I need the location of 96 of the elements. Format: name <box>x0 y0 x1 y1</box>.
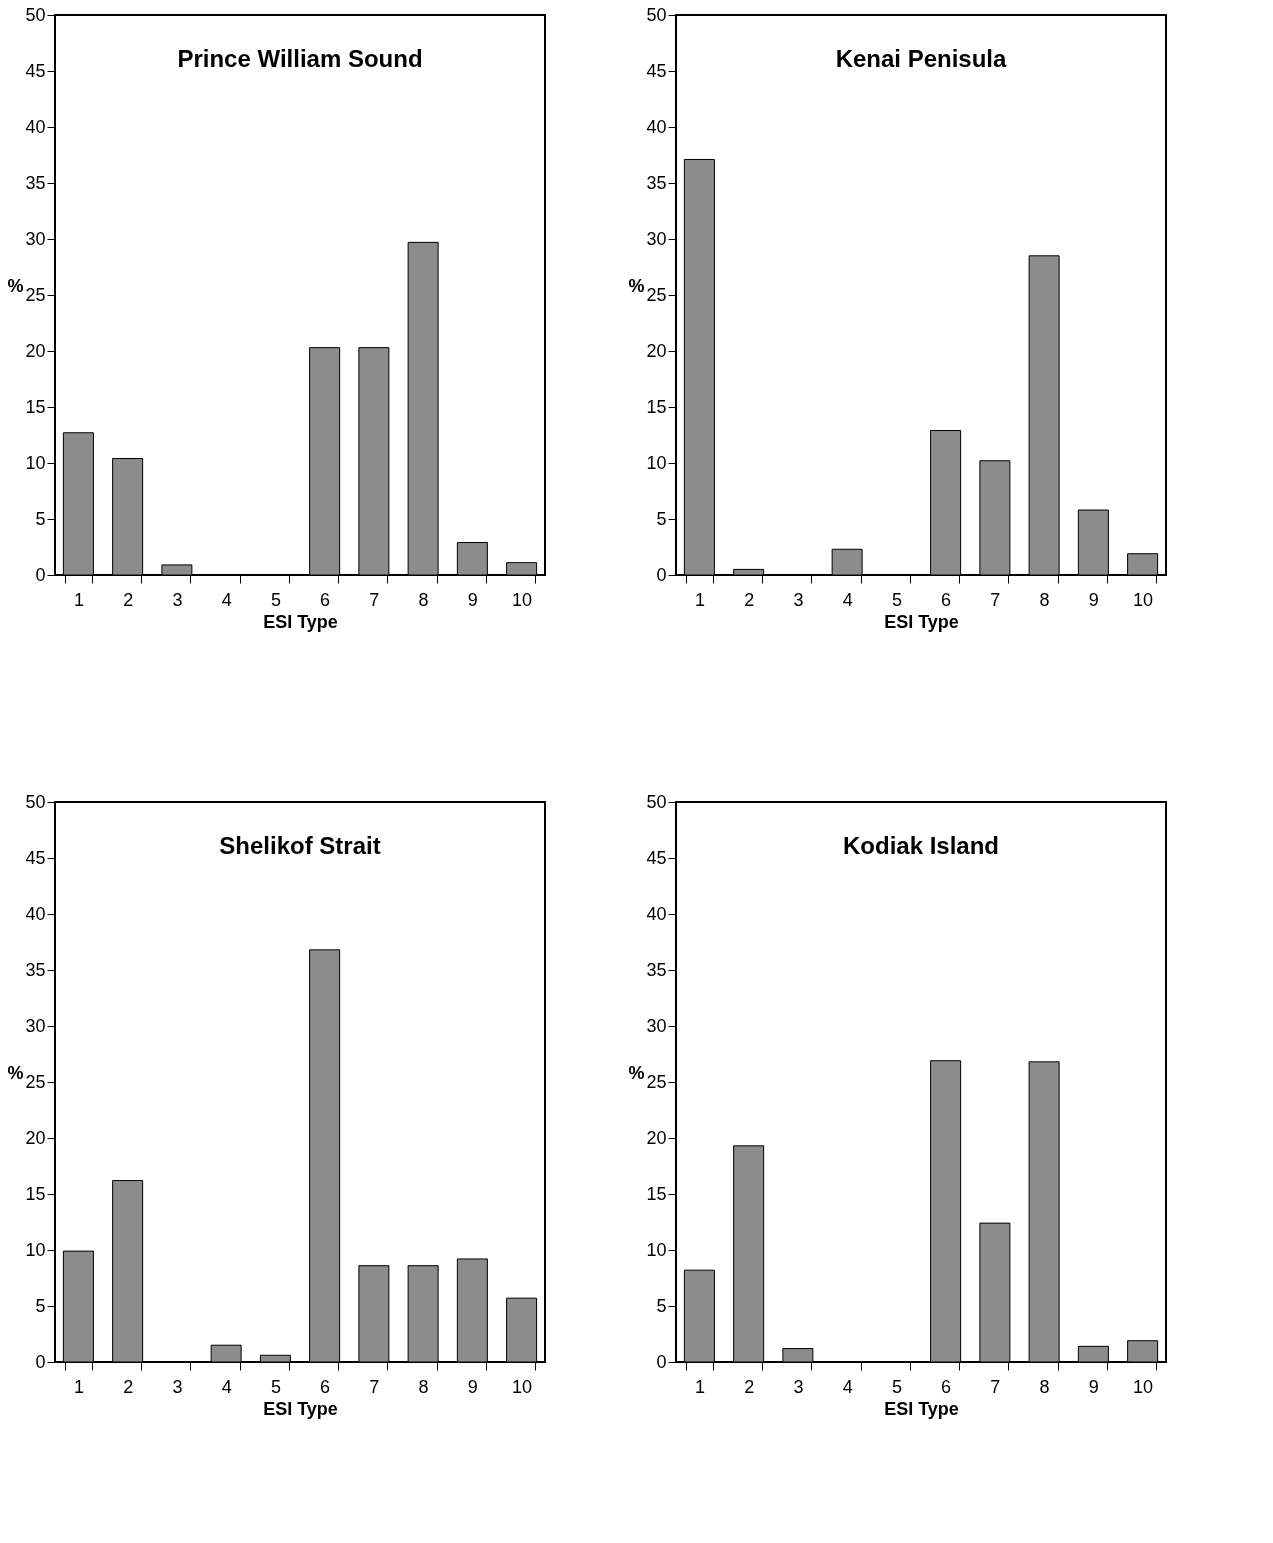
x-tick-label: 10 <box>512 589 533 610</box>
y-tick-label: 15 <box>25 396 46 417</box>
x-tick-label: 3 <box>793 1376 804 1397</box>
x-tick-label: 6 <box>941 589 952 610</box>
y-tick-label: 0 <box>35 1351 46 1372</box>
x-tick-label: 7 <box>369 1376 380 1397</box>
y-tick-label: 40 <box>646 116 667 137</box>
y-tick-label: 5 <box>35 1295 46 1316</box>
x-tick-label: 1 <box>73 589 84 610</box>
x-tick-label: 2 <box>744 589 755 610</box>
y-tick-label: 25 <box>25 1071 46 1092</box>
x-tick-label: 10 <box>1133 589 1154 610</box>
x-tick-label: 3 <box>172 1376 183 1397</box>
y-axis-title: % <box>628 275 645 296</box>
y-tick-label: 30 <box>25 1015 46 1036</box>
x-tick-label: 6 <box>320 1376 331 1397</box>
x-tick-label: 9 <box>1088 589 1099 610</box>
x-tick-label: 5 <box>891 1376 902 1397</box>
y-tick-label: 10 <box>646 1239 667 1260</box>
y-tick-label: 25 <box>25 284 46 305</box>
x-tick-label: 7 <box>990 1376 1001 1397</box>
y-tick-label: 50 <box>25 4 46 25</box>
x-tick-label: 10 <box>1133 1376 1154 1397</box>
y-tick-label: 20 <box>25 1127 46 1148</box>
x-tick-label: 7 <box>369 589 380 610</box>
x-tick-label: 9 <box>467 589 478 610</box>
x-tick-label: 2 <box>123 1376 134 1397</box>
x-tick-label: 4 <box>842 589 853 610</box>
x-tick-label: 5 <box>270 1376 281 1397</box>
y-tick-label: 0 <box>656 1351 667 1372</box>
x-axis-title: ESI Type <box>263 611 338 632</box>
y-tick-label: 25 <box>646 284 667 305</box>
y-tick-label: 45 <box>25 847 46 868</box>
y-tick-label: 30 <box>646 1015 667 1036</box>
y-tick-label: 20 <box>646 1127 667 1148</box>
y-tick-label: 5 <box>35 508 46 529</box>
y-tick-label: 0 <box>35 564 46 585</box>
y-tick-label: 10 <box>646 452 667 473</box>
x-axis-title: ESI Type <box>884 1398 959 1419</box>
x-axis-title: ESI Type <box>263 1398 338 1419</box>
x-tick-label: 3 <box>172 589 183 610</box>
x-tick-label: 5 <box>891 589 902 610</box>
y-tick-label: 35 <box>646 959 667 980</box>
y-tick-label: 45 <box>646 847 667 868</box>
x-tick-label: 9 <box>1088 1376 1099 1397</box>
y-tick-label: 15 <box>646 1183 667 1204</box>
x-axis-title: ESI Type <box>884 611 959 632</box>
x-tick-label: 8 <box>418 1376 429 1397</box>
y-axis-title: % <box>7 275 24 296</box>
y-tick-label: 35 <box>25 172 46 193</box>
x-tick-label: 8 <box>1039 1376 1050 1397</box>
y-tick-label: 0 <box>656 564 667 585</box>
x-tick-label: 1 <box>73 1376 84 1397</box>
y-tick-label: 20 <box>25 340 46 361</box>
x-tick-label: 4 <box>221 1376 232 1397</box>
y-tick-label: 10 <box>25 452 46 473</box>
x-tick-label: 2 <box>123 589 134 610</box>
y-axis-title: % <box>7 1062 24 1083</box>
y-tick-label: 45 <box>25 60 46 81</box>
y-tick-label: 30 <box>646 228 667 249</box>
text: Prince William Sound <box>177 45 423 72</box>
x-tick-label: 6 <box>941 1376 952 1397</box>
x-tick-label: 8 <box>418 589 429 610</box>
y-tick-label: 10 <box>25 1239 46 1260</box>
y-tick-label: 50 <box>646 791 667 812</box>
y-tick-label: 50 <box>646 4 667 25</box>
y-tick-label: 15 <box>646 396 667 417</box>
y-tick-label: 25 <box>646 1071 667 1092</box>
x-tick-label: 7 <box>990 589 1001 610</box>
y-tick-label: 40 <box>25 903 46 924</box>
x-tick-label: 9 <box>467 1376 478 1397</box>
y-tick-label: 5 <box>656 508 667 529</box>
x-tick-label: 4 <box>221 589 232 610</box>
x-tick-label: 6 <box>320 589 331 610</box>
y-tick-label: 5 <box>656 1295 667 1316</box>
text: Shelikof Strait <box>219 832 381 859</box>
y-tick-label: 50 <box>25 791 46 812</box>
x-tick-label: 4 <box>842 1376 853 1397</box>
x-tick-label: 2 <box>744 1376 755 1397</box>
text: Kodiak Island <box>842 832 1000 859</box>
x-tick-label: 1 <box>694 589 705 610</box>
y-tick-label: 20 <box>646 340 667 361</box>
x-tick-label: 5 <box>270 589 281 610</box>
y-tick-label: 35 <box>646 172 667 193</box>
y-tick-label: 40 <box>25 116 46 137</box>
y-tick-label: 35 <box>25 959 46 980</box>
y-tick-label: 30 <box>25 228 46 249</box>
y-tick-label: 45 <box>646 60 667 81</box>
text: Kenai Penisula <box>835 45 1008 72</box>
x-tick-label: 1 <box>694 1376 705 1397</box>
x-tick-label: 3 <box>793 589 804 610</box>
y-axis-title: % <box>628 1062 645 1083</box>
x-tick-label: 8 <box>1039 589 1050 610</box>
x-tick-label: 10 <box>512 1376 533 1397</box>
y-tick-label: 15 <box>25 1183 46 1204</box>
y-tick-label: 40 <box>646 903 667 924</box>
